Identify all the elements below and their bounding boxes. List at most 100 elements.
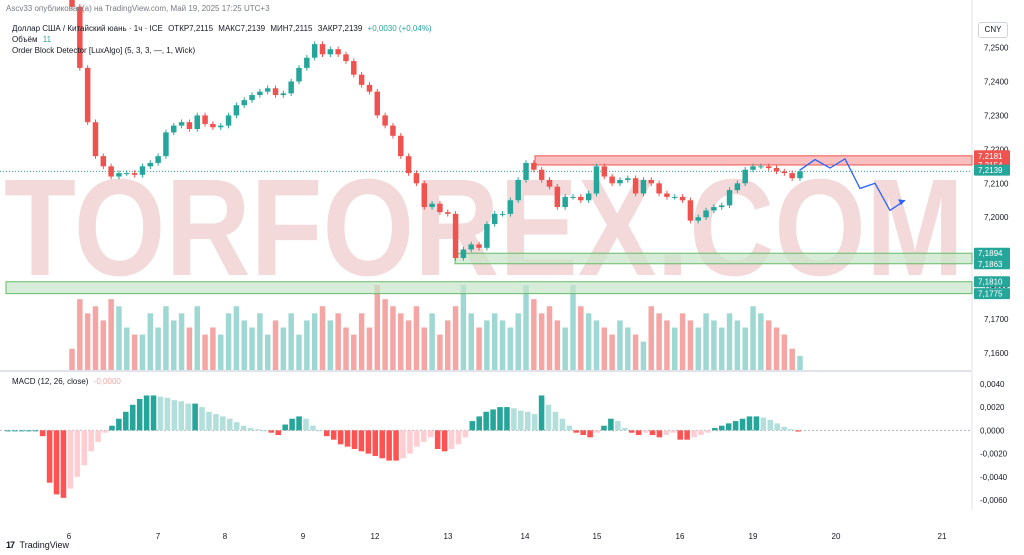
price-chart[interactable]: TORFOREX.COM7,25007,24007,23007,22007,21… [0,0,1024,370]
macd-histogram-bar [81,430,87,466]
order-block-bullish [454,252,973,265]
macd-histogram-bar [136,398,143,431]
volume-bar [750,306,756,370]
volume-legend[interactable]: Объём 11 [12,35,54,44]
projection-arrow-icon [898,199,905,206]
macd-histogram-bar [275,430,282,436]
price-tick-label: 7,2300 [984,111,1009,120]
time-tick-label: 9 [301,532,306,541]
symbol-name[interactable]: Доллар США / Китайский юань · 1ч · ICE [12,24,163,33]
macd-tick-label: -0,0020 [980,450,1008,459]
macd-histogram-bar [19,430,25,432]
tradingview-logo[interactable]: 17 TradingView [6,540,69,550]
volume-bar [781,334,788,370]
volume-bar [570,285,576,370]
volume-bar [468,313,474,370]
volume-bar [304,320,310,370]
macd-tick-label: -0,0040 [980,473,1008,482]
volume-bar [578,306,584,370]
volume-bar [217,334,224,370]
candle-body [695,217,701,221]
macd-legend[interactable]: MACD (12, 26, close) -0,0000 [12,377,124,386]
macd-histogram-bar [358,430,365,452]
price-tick-label: 7,2400 [984,77,1009,86]
candle-body [664,193,670,197]
candle-body [116,173,122,177]
candle-body [593,166,600,194]
publisher-text: Ascv33 опубликовал(а) на TradingView.com… [6,4,270,13]
macd-histogram-bar [407,430,413,454]
currency-button[interactable]: CNY [978,22,1008,38]
macd-tick-label: 0,0000 [980,426,1005,435]
pane-divider[interactable] [0,370,972,372]
macd-histogram-bar [712,428,718,431]
volume-bar [452,306,459,370]
volume-bar [546,306,553,370]
macd-histogram-bar [109,425,115,431]
volume-bar [194,306,200,370]
candle-body [272,88,279,96]
macd-tick-label: -0,0060 [980,496,1008,505]
price-label-box [974,276,1010,288]
time-tick-label: 13 [444,532,453,541]
volume-bar [531,299,537,370]
macd-histogram-bar [469,421,476,431]
candle-body [468,244,474,250]
macd-histogram-bar [427,430,434,438]
volume-bar [640,341,647,370]
price-label-text: 7,2181 [978,152,1003,161]
macd-histogram-bar [490,409,496,431]
macd-histogram-bar [213,414,219,431]
macd-label: MACD (12, 26, close) [12,377,89,386]
volume-bar [171,320,177,370]
macd-histogram-bar [157,396,164,431]
macd-histogram-bar [732,421,739,431]
order-block-bullish [5,281,973,295]
candle-body [335,49,341,55]
candle-body [523,162,529,180]
macd-histogram-bar [337,430,344,445]
volume-bar [124,327,130,370]
volume-bar [562,327,568,370]
volume-bar [296,334,302,370]
volume-bar [632,334,639,370]
volume-bar [718,327,725,370]
volume-bar [765,320,772,370]
candle-body [210,123,216,128]
candle-body [617,179,623,184]
time-tick-label: 7 [156,532,161,541]
volume-bar [366,327,373,370]
macd-histogram-bar [123,411,129,431]
volume-bar [272,320,279,370]
candle-body [648,179,655,184]
indicator-legend[interactable]: Order Block Detector [LuxAlgo] (5, 3, 3,… [12,46,198,55]
volume-label: Объём [12,35,38,44]
price-pane[interactable]: TORFOREX.COM 7,2500 7,2400 7,2300 7,2200 7,21… [0,0,1024,370]
price-label-tag: 7,2139 [974,164,1010,176]
macd-histogram-bar [88,430,94,452]
macd-histogram-bar [95,430,101,442]
macd-histogram-bar [684,430,690,440]
macd-pane[interactable]: 0,0040 0,0020 0,0000 -0,0020 -0,0040 -0,0060 [0,372,1024,510]
open-value: ОТКР7,2115 [168,24,214,33]
macd-histogram-bar [518,410,524,431]
change-value: +0,0030 (+0,04%) [367,24,432,33]
publisher-line: Ascv33 опубликовал(а) на TradingView.com… [6,4,273,13]
time-tick-label: 6 [67,532,72,541]
candle-body [491,213,498,225]
volume-bar [523,285,529,370]
macd-histogram-bar [545,404,552,431]
volume-bar [617,320,623,370]
volume-bar [84,313,91,370]
macd-histogram-bar [441,430,448,452]
macd-histogram-bar [185,403,191,431]
time-tick-label: 20 [832,532,841,541]
macd-histogram-bar [448,430,455,449]
macd-histogram-bar [649,430,656,436]
time-tick-label: 12 [371,532,380,541]
candle-body [257,91,263,96]
macd-chart[interactable]: 0,0040 0,0020 0,0000 -0,0020 -0,0040 -0,0060 [0,372,1024,510]
macd-histogram-bar [206,411,212,431]
time-tick-label: 16 [676,532,685,541]
candle-body [178,122,185,126]
